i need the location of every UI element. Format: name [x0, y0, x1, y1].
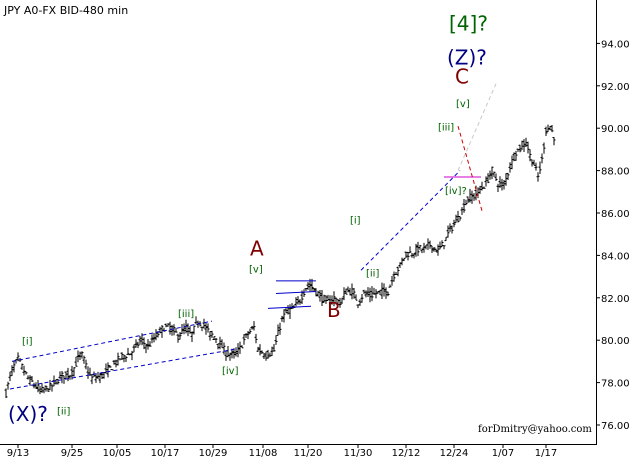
x-tick-label: 11/30 [344, 448, 373, 457]
y-tick-label: 80.00 [601, 336, 630, 347]
wave-label: (X)? [8, 402, 48, 426]
x-tick-label: 10/29 [199, 448, 228, 457]
trend-lines [9, 83, 497, 390]
x-tick-label: 9/25 [61, 448, 83, 457]
y-tick-label: 76.00 [601, 421, 630, 432]
y-tick-label: 84.00 [601, 251, 630, 262]
trend-line-rising-support [360, 170, 461, 271]
wave-label: [iii] [438, 122, 454, 133]
chart-title: JPY A0-FX BID-480 min [3, 4, 128, 17]
y-tick-label: 82.00 [601, 294, 630, 305]
y-axis-ticks: 76.00 78.00 80.00 82.00 84.00 86.00 88.00 90.00… [596, 39, 630, 432]
wave-label: C [455, 65, 469, 89]
wave-label: [v] [249, 264, 263, 275]
y-tick-label: 92.00 [601, 82, 630, 93]
wave-label: [4]? [449, 12, 488, 36]
wave-label: [i] [350, 216, 361, 227]
author-credit: forDmitry@yahoo.com [478, 424, 592, 435]
wave-label: [ii] [57, 406, 70, 417]
wave-label: [i] [22, 336, 33, 347]
trend-line-bearish-projection [457, 125, 483, 212]
y-tick-label: 86.00 [601, 209, 630, 220]
wave-labels: (X)? [i] [ii] [iii] [iv] [v] A B [i] [ii] [iii] [iv… [8, 12, 488, 426]
trend-line-bullish-alternative [457, 83, 497, 171]
y-tick-label: 88.00 [601, 167, 630, 178]
x-tick-label: 10/05 [103, 448, 132, 457]
x-tick-label: 11/20 [294, 448, 323, 457]
y-tick-label: 94.00 [601, 39, 630, 50]
x-tick-label: 1/17 [535, 448, 557, 457]
x-tick-label: 10/17 [151, 448, 180, 457]
x-tick-label: 12/12 [392, 448, 421, 457]
wave-label: B [327, 298, 341, 322]
wave-label: (Z)? [447, 46, 487, 70]
x-tick-label: 9/13 [7, 448, 29, 457]
wave-label: [ii] [366, 269, 379, 280]
wave-label: [iv] [222, 366, 239, 377]
y-tick-label: 78.00 [601, 379, 630, 390]
x-tick-label: 12/24 [440, 448, 469, 457]
trend-line-triangle-mid [275, 290, 317, 295]
trend-line-lower-channel [9, 348, 239, 390]
trend-line-upper-channel [11, 320, 213, 362]
y-tick-label: 90.00 [601, 124, 630, 135]
wave-label: A [250, 236, 264, 260]
price-bars [4, 124, 556, 399]
x-axis-ticks: 9/13 9/25 10/05 10/17 10/29 11/08 11/20 11/30 12… [7, 444, 557, 457]
x-tick-label: 11/08 [249, 448, 278, 457]
wave-label: [iv]? [445, 186, 467, 197]
trend-line-triangle-bottom [267, 305, 312, 309]
wave-label: [iii] [178, 309, 194, 320]
x-tick-label: 1/07 [492, 448, 514, 457]
wave-label: [v] [456, 99, 470, 110]
